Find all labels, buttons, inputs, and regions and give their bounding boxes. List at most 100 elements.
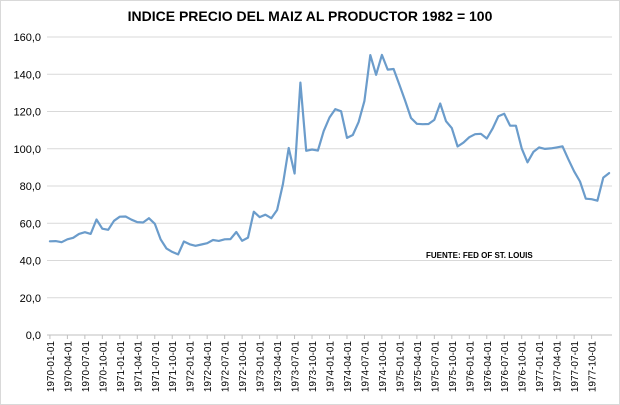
data-point bbox=[433, 119, 435, 121]
data-point bbox=[253, 211, 255, 213]
data-point bbox=[451, 127, 453, 129]
data-point bbox=[573, 170, 575, 172]
data-point bbox=[561, 145, 563, 147]
data-point bbox=[206, 242, 208, 244]
x-tick-label: 1970-07-01 bbox=[81, 341, 92, 393]
data-point bbox=[538, 146, 540, 148]
data-point bbox=[521, 147, 523, 149]
data-point bbox=[154, 223, 156, 225]
x-tick-label: 1977-07-01 bbox=[570, 341, 581, 393]
data-point bbox=[276, 209, 278, 211]
x-tick-label: 1973-10-01 bbox=[308, 341, 319, 393]
x-tick-label: 1973-01-01 bbox=[256, 341, 267, 393]
data-point bbox=[346, 137, 348, 139]
data-point bbox=[270, 217, 272, 219]
data-point bbox=[177, 253, 179, 255]
data-point bbox=[579, 181, 581, 183]
x-tick-label: 1975-04-01 bbox=[413, 341, 424, 393]
data-point bbox=[602, 177, 604, 179]
data-point bbox=[492, 128, 494, 130]
x-tick-label: 1970-04-01 bbox=[63, 341, 74, 393]
data-point bbox=[130, 219, 132, 221]
data-point bbox=[468, 136, 470, 138]
x-tick-label: 1970-10-01 bbox=[98, 341, 109, 393]
data-point bbox=[422, 123, 424, 125]
data-point bbox=[72, 237, 74, 239]
data-point bbox=[375, 74, 377, 76]
data-point bbox=[119, 216, 121, 218]
data-point bbox=[66, 238, 68, 240]
x-tick-label: 1973-04-01 bbox=[273, 341, 284, 393]
data-point bbox=[363, 100, 365, 102]
data-point bbox=[125, 216, 127, 218]
data-point bbox=[404, 100, 406, 102]
data-point bbox=[78, 233, 80, 235]
data-point bbox=[323, 130, 325, 132]
data-point bbox=[183, 241, 185, 243]
data-point bbox=[299, 82, 301, 84]
data-point bbox=[288, 147, 290, 149]
data-point bbox=[393, 68, 395, 70]
x-tick-label: 1974-10-01 bbox=[378, 341, 389, 393]
data-point bbox=[457, 146, 459, 148]
source-annotation: FUENTE: FED OF ST. LOUIS bbox=[426, 251, 533, 260]
x-tick-label: 1972-04-01 bbox=[203, 341, 214, 393]
data-point bbox=[334, 108, 336, 110]
data-point bbox=[439, 102, 441, 104]
data-point bbox=[96, 219, 98, 221]
data-point bbox=[171, 251, 173, 253]
data-point bbox=[527, 161, 529, 163]
data-point bbox=[259, 216, 261, 218]
data-point bbox=[532, 151, 534, 153]
x-tick-label: 1972-07-01 bbox=[221, 341, 232, 393]
data-point bbox=[509, 125, 511, 127]
data-point bbox=[550, 147, 552, 149]
data-point bbox=[358, 121, 360, 123]
data-point bbox=[596, 200, 598, 202]
data-point bbox=[101, 228, 103, 230]
x-tick-label: 1976-01-01 bbox=[465, 341, 476, 393]
x-tick-label: 1975-01-01 bbox=[395, 341, 406, 393]
series-line bbox=[48, 53, 611, 256]
data-point bbox=[480, 133, 482, 135]
x-tick-label: 1975-07-01 bbox=[430, 341, 441, 393]
data-point bbox=[305, 150, 307, 152]
data-point bbox=[387, 69, 389, 71]
data-point bbox=[381, 54, 383, 56]
x-tick-label: 1972-10-01 bbox=[238, 341, 249, 393]
data-point bbox=[55, 240, 57, 242]
x-tick-label: 1972-01-01 bbox=[186, 341, 197, 393]
x-tick-label: 1974-07-01 bbox=[360, 341, 371, 393]
data-point bbox=[195, 245, 197, 247]
data-point bbox=[497, 115, 499, 117]
data-point bbox=[142, 222, 144, 224]
x-tick-label: 1977-04-01 bbox=[553, 341, 564, 393]
data-point bbox=[591, 198, 593, 200]
data-point bbox=[474, 133, 476, 135]
data-point bbox=[107, 229, 109, 231]
data-point bbox=[90, 233, 92, 235]
data-point bbox=[229, 238, 231, 240]
x-tick-label: 1970-01-01 bbox=[46, 341, 57, 393]
y-tick-label: 120,0 bbox=[13, 107, 41, 119]
data-point bbox=[241, 240, 243, 242]
data-point bbox=[247, 237, 249, 239]
data-point bbox=[311, 148, 313, 150]
chart-title: INDICE PRECIO DEL MAIZ AL PRODUCTOR 1982… bbox=[127, 8, 493, 24]
y-tick-label: 40,0 bbox=[20, 256, 41, 268]
x-tick-label: 1977-01-01 bbox=[535, 341, 546, 393]
data-point bbox=[49, 240, 51, 242]
data-point bbox=[369, 54, 371, 56]
y-tick-label: 0,0 bbox=[26, 330, 41, 342]
x-tick-label: 1971-01-01 bbox=[116, 341, 127, 393]
data-point bbox=[352, 134, 354, 136]
x-tick-label: 1971-10-01 bbox=[168, 341, 179, 393]
data-point bbox=[224, 238, 226, 240]
data-point bbox=[294, 173, 296, 175]
data-point bbox=[329, 116, 331, 118]
x-tick-label: 1971-04-01 bbox=[133, 341, 144, 393]
data-point bbox=[340, 110, 342, 112]
data-point bbox=[567, 158, 569, 160]
